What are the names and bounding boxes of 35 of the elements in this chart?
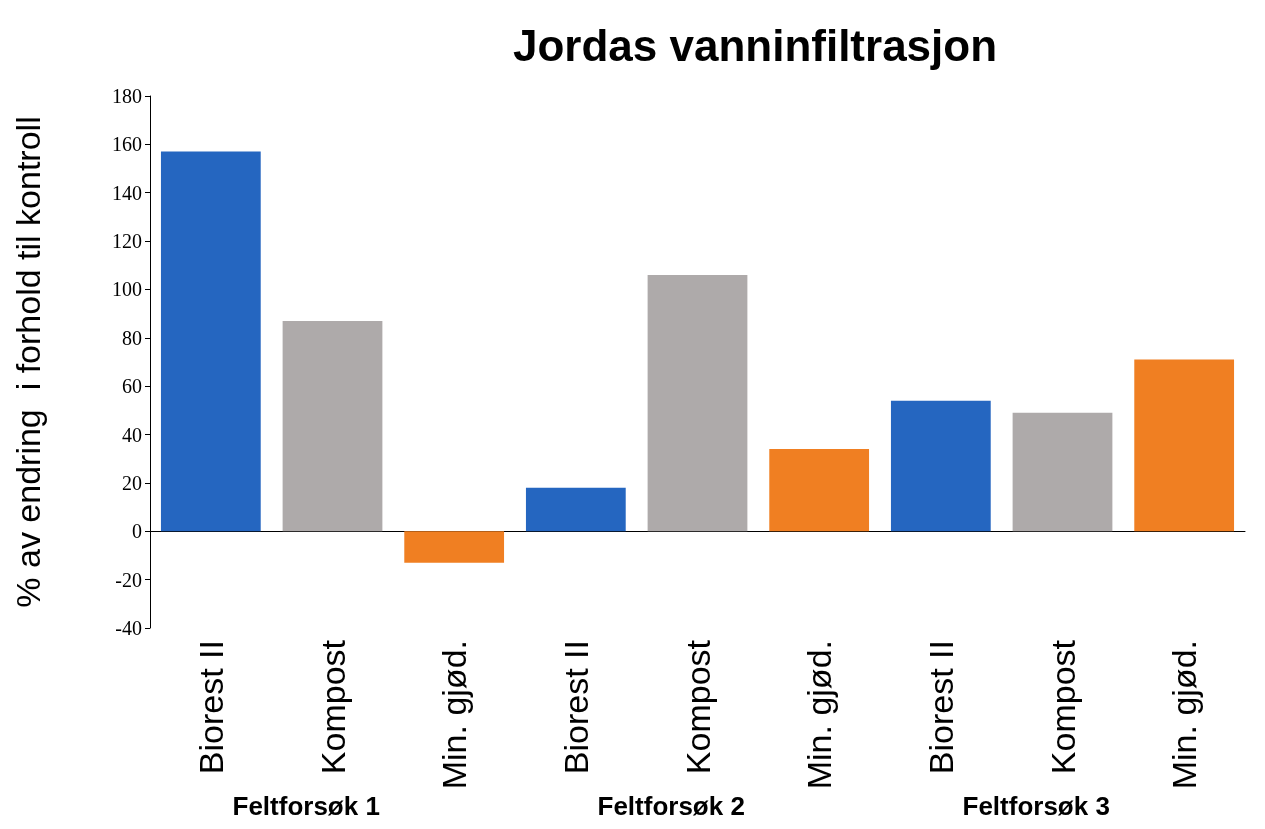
bar [160, 151, 261, 532]
text: Feltforsøk 3 [962, 791, 1110, 821]
y-tick-label: 20 [122, 471, 142, 494]
y-tick-label: -40 [115, 617, 142, 639]
text: Feltforsøk 2 [597, 791, 745, 821]
chart-title: Jordas vanninfiltrasjon [512, 20, 998, 70]
y-tick-label: 40 [122, 423, 142, 446]
x-tick-label: Biorest II [191, 640, 230, 775]
x-tick-label: Kompost [1043, 639, 1082, 775]
y-tick-label: 180 [112, 85, 142, 107]
x-tick-label: Min. gjød. [1165, 640, 1204, 790]
bar [890, 400, 991, 532]
bar [404, 531, 505, 563]
x-tick-label: Min. gjød. [435, 640, 474, 790]
y-tick-label: 80 [122, 326, 142, 349]
y-tick-label: 120 [112, 230, 142, 253]
x-tick-label: Biorest II [921, 640, 960, 775]
bar [1012, 412, 1113, 532]
y-tick-label: 100 [112, 278, 142, 301]
y-axis-title: % av endring i forhold til kontroll [9, 116, 47, 608]
x-tick-label: Kompost [313, 639, 352, 775]
bar [1134, 359, 1235, 532]
y-tick-label: 60 [122, 375, 142, 398]
text: Feltforsøk 1 [232, 791, 380, 821]
y-tick-label: 160 [112, 133, 142, 156]
y-tick-label: 140 [112, 181, 142, 204]
bar [282, 320, 383, 532]
x-tick-label: Kompost [678, 639, 717, 775]
y-tick-label: -20 [115, 568, 142, 591]
y-tick-label: 0 [132, 520, 142, 543]
x-tick-label: Min. gjød. [800, 640, 839, 790]
x-tick-label: Biorest II [556, 640, 595, 775]
bar [647, 274, 748, 532]
bar [769, 449, 870, 532]
bar [525, 487, 626, 532]
